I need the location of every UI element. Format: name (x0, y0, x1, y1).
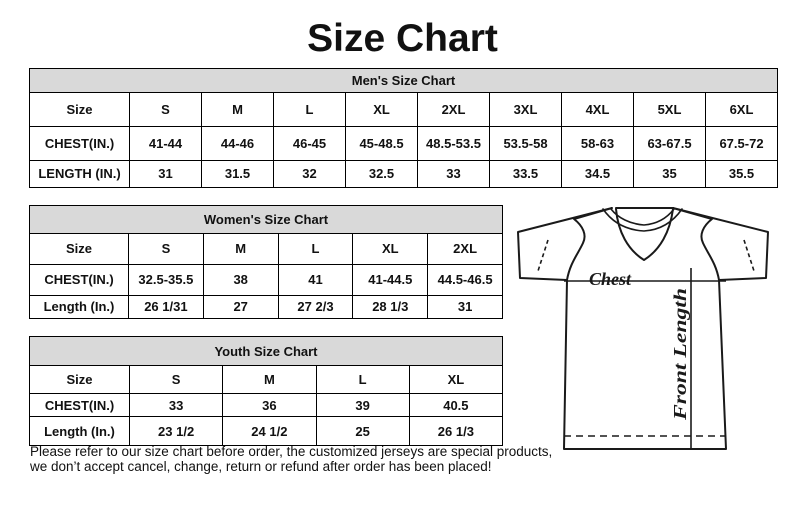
svg-text:Chest: Chest (589, 269, 632, 289)
svg-text:Front Length: Front Length (670, 288, 690, 421)
